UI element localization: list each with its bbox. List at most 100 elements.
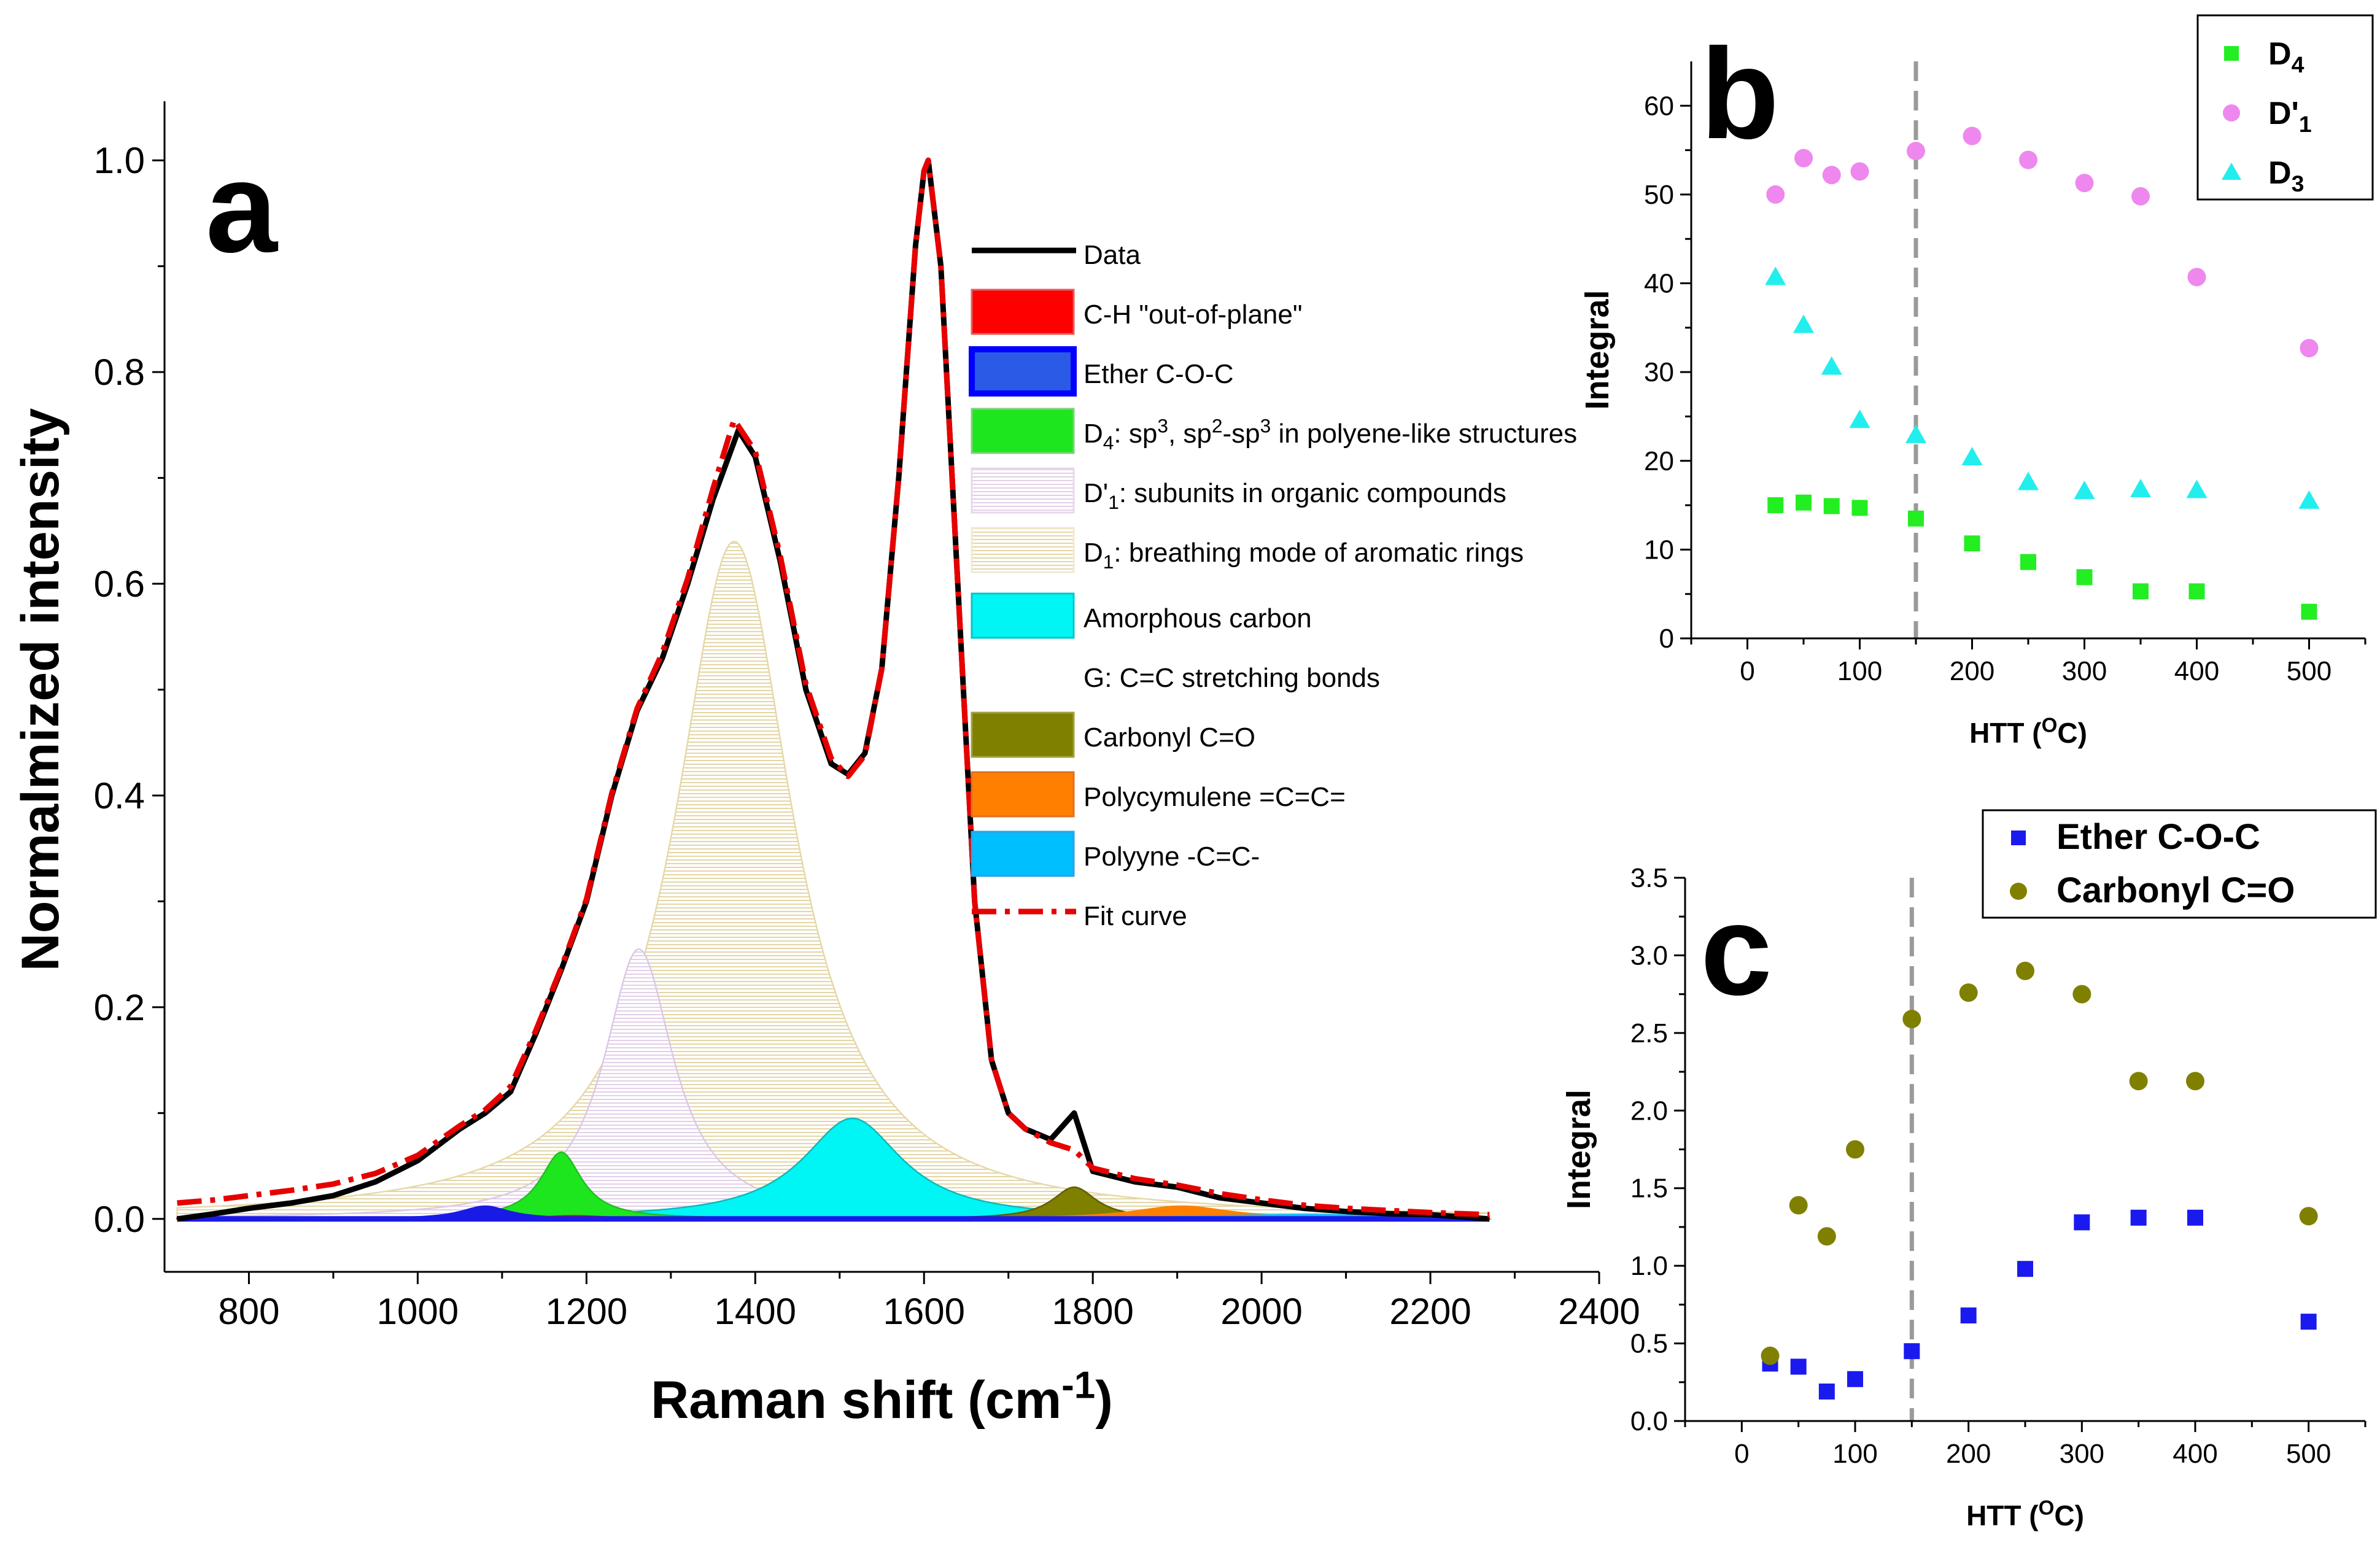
series-1-point — [2016, 961, 2034, 980]
series-2-point — [2130, 479, 2151, 498]
x-axis-label: HTT (OC) — [1969, 714, 2087, 749]
x-tick-label: 1200 — [546, 1291, 627, 1332]
panel-label-a: a — [206, 135, 279, 279]
series-0-point — [2187, 1209, 2203, 1226]
series-0-point — [2074, 1214, 2090, 1231]
series-0-point — [2076, 569, 2093, 586]
x-tick-label: 100 — [1837, 656, 1882, 686]
legend-series-0-label: D4 — [2268, 36, 2304, 77]
y-tick-label: 2.5 — [1630, 1018, 1668, 1048]
legend-series-0-label: Ether C-O-C — [2056, 817, 2260, 857]
y-axis-label: Integral — [1560, 1090, 1597, 1209]
series-1-point — [1794, 149, 1813, 168]
component-d1 — [176, 540, 1490, 1220]
legend-item-d1-label: D1: breathing mode of aromatic rings — [1083, 538, 1524, 573]
panel-b: 0 100 200 300 400 500 0 10 20 30 40 50 60 HTT (OC) Int… — [1579, 14, 2374, 749]
legend-item-ch-swatch — [971, 288, 1075, 335]
y-tick-label: 20 — [1644, 446, 1674, 476]
series-0-point — [2188, 583, 2205, 600]
legend-series-2-marker — [2222, 163, 2241, 180]
series-1-point — [2300, 339, 2319, 358]
y-tick-label: 0.8 — [94, 352, 145, 393]
y-tick-label: 1.0 — [94, 140, 145, 181]
series-0-point — [1790, 1358, 1807, 1375]
series-0-point — [2017, 1261, 2033, 1277]
series-1-point — [1902, 1010, 1921, 1029]
x-tick-label: 1800 — [1052, 1291, 1133, 1332]
panel-c: 0 100 200 300 400 500 0.0 0.5 1.0 1.5 2.0 2.5 3.0 3.5… — [1560, 809, 2377, 1531]
legend-series-2-label: D3 — [2268, 155, 2304, 196]
y-tick-label: 0.5 — [1630, 1329, 1668, 1359]
fit-curve-line — [177, 157, 1490, 1218]
legend-item-poly-label: Polycymulene =C=C= — [1083, 782, 1346, 812]
series-2-point — [1905, 424, 1926, 443]
series-1-point — [1907, 142, 1925, 161]
series-1-point — [1817, 1227, 1836, 1246]
series-0-point — [1904, 1343, 1920, 1360]
series-1-point — [1850, 162, 1869, 181]
series-1-point — [2075, 174, 2094, 193]
series-1-point — [1846, 1140, 1864, 1159]
series-0-point — [2133, 583, 2149, 600]
legend-item-am-swatch — [971, 592, 1075, 639]
legend-item-polyyne-label: Polyyne -C=C- — [1083, 842, 1260, 872]
y-tick-label: 0.2 — [94, 987, 145, 1028]
x-tick-label: 500 — [2286, 1439, 2331, 1469]
series-1-point — [2019, 150, 2037, 169]
y-axis-label: Integral — [1579, 290, 1616, 409]
x-tick-label: 800 — [218, 1291, 279, 1332]
legend-item-d4-swatch — [971, 408, 1075, 454]
y-tick-label: 1.5 — [1630, 1174, 1668, 1204]
series-1-point — [1789, 1196, 1808, 1215]
series-1-point — [1959, 983, 1978, 1002]
series-2-point — [1765, 266, 1786, 285]
legend-item-d4-label: D4: sp3, sp2-sp3 in polyene-like structu… — [1083, 414, 1577, 454]
x-tick-label: 200 — [1946, 1439, 1991, 1469]
y-tick-label: 0.4 — [94, 775, 145, 816]
x-tick-label: 400 — [2173, 1439, 2217, 1469]
legend-series-1-marker — [2010, 883, 2027, 900]
series-1-point — [1822, 166, 1841, 185]
x-tick-label: 0 — [1740, 656, 1754, 686]
series-0-point — [2020, 554, 2036, 570]
series-0-point — [2300, 1314, 2317, 1330]
y-tick-label: 1.0 — [1630, 1251, 1668, 1281]
legend-item-d1p-swatch — [971, 467, 1075, 514]
y-tick-label: 0.0 — [94, 1199, 145, 1240]
series-1-point — [2072, 985, 2091, 1004]
y-tick-label: 40 — [1644, 269, 1674, 299]
legend-item-fit-label: Fit curve — [1083, 901, 1187, 931]
legend-item-ether-label: Ether C-O-C — [1083, 359, 1233, 389]
panel-a: 800 1000 1200 1400 1600 1800 2000 2200 2400 0.0 0.… — [11, 101, 1640, 1430]
series-0-point — [2130, 1209, 2147, 1226]
series-0-point — [1767, 497, 1784, 514]
legend-item-co-swatch — [971, 711, 1075, 758]
y-tick-label: 30 — [1644, 357, 1674, 387]
x-axis-label: HTT (OC) — [1966, 1497, 2084, 1531]
x-tick-label: 1600 — [883, 1291, 964, 1332]
series-1-point — [1766, 185, 1785, 204]
legend-series-1-label: D'1 — [2268, 96, 2312, 137]
x-tick-label: 100 — [1832, 1439, 1877, 1469]
legend-series-0-marker — [2011, 831, 2026, 845]
series-1-point — [2299, 1207, 2318, 1226]
legend-item-g-label: G: C=C stretching bonds — [1083, 663, 1380, 693]
series-2-point — [2074, 480, 2095, 499]
series-1-point — [2129, 1072, 2148, 1091]
legend-series-1-label: Carbonyl C=O — [2056, 870, 2295, 910]
series-1-point — [1963, 126, 1982, 145]
series-1-point — [2186, 1072, 2204, 1091]
legend-item-ether-swatch — [969, 346, 1077, 397]
series-2-point — [1821, 356, 1842, 375]
y-tick-label: 50 — [1644, 180, 1674, 210]
panel-label-b: b — [1700, 21, 1779, 166]
series-0-point — [1960, 1307, 1977, 1324]
y-tick-label: 3.0 — [1630, 940, 1668, 970]
x-tick-label: 0 — [1734, 1439, 1749, 1469]
legend-item-d1-swatch — [971, 527, 1075, 573]
y-tick-label: 10 — [1644, 535, 1674, 565]
y-tick-label: 2.0 — [1630, 1096, 1668, 1126]
legend-item-d1p-label: D'1: subunits in organic compounds — [1083, 478, 1506, 513]
series-0-point — [1823, 498, 1840, 514]
